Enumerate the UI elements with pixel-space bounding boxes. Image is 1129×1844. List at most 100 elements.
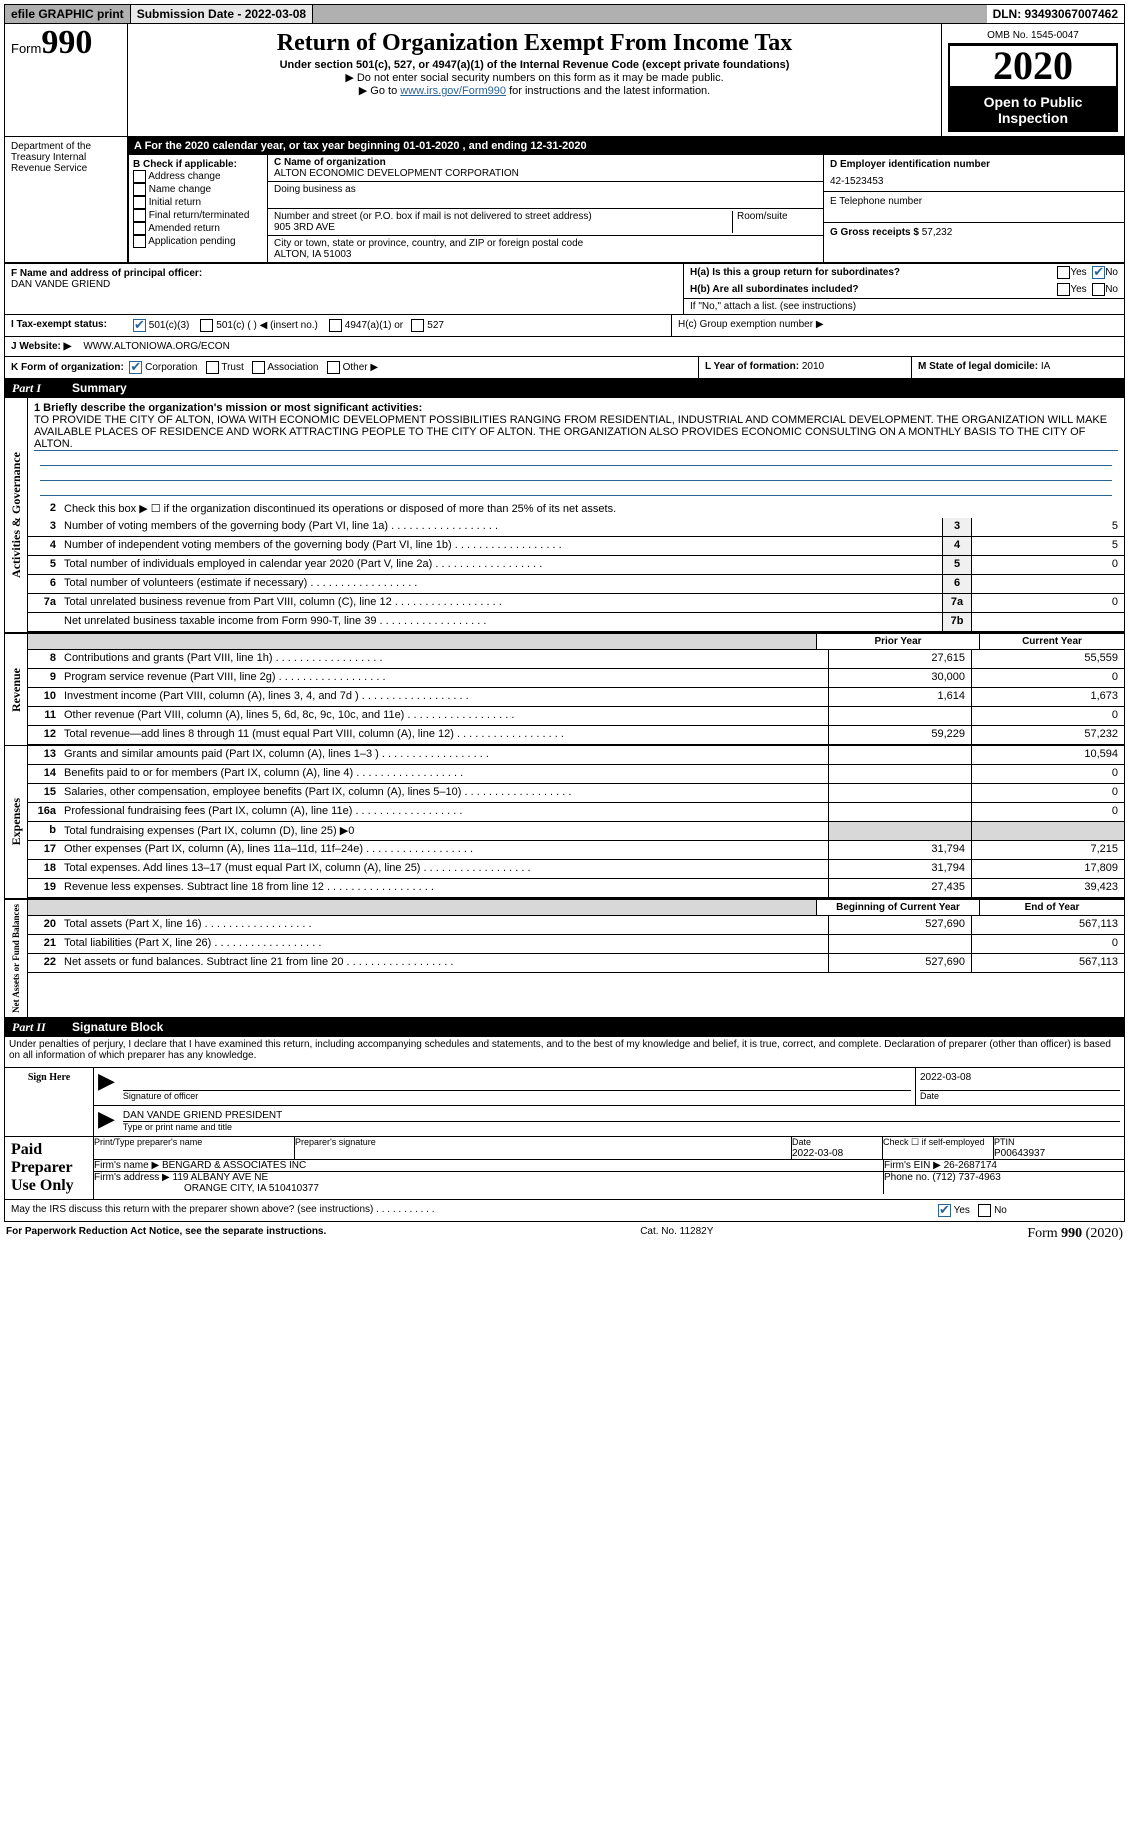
part2-header: Part II Signature Block — [4, 1018, 1125, 1037]
discuss-no: No — [994, 1205, 1007, 1216]
cb-501c3[interactable] — [133, 319, 146, 332]
j-label: J Website: ▶ — [5, 337, 77, 356]
subtitle-1: Under section 501(c), 527, or 4947(a)(1)… — [134, 59, 935, 71]
money-line: 8Contributions and grants (Part VIII, li… — [28, 650, 1124, 669]
tax-year: 2020 — [948, 44, 1118, 88]
k-o1: Corporation — [145, 362, 197, 373]
cb-assoc[interactable] — [252, 361, 265, 374]
i-o3: 4947(a)(1) or — [345, 320, 403, 331]
cb-amended[interactable] — [133, 222, 146, 235]
cb-hb-yes[interactable] — [1057, 283, 1070, 296]
cb-ha-yes[interactable] — [1057, 266, 1070, 279]
arrow-icon: ▶ — [94, 1068, 119, 1105]
gov-line: 5Total number of individuals employed in… — [28, 556, 1124, 575]
gov-line: 3Number of voting members of the governi… — [28, 518, 1124, 537]
dln-label: DLN: 93493067007462 — [987, 5, 1124, 23]
money-line: 9Program service revenue (Part VIII, lin… — [28, 669, 1124, 688]
city-label: City or town, state or province, country… — [274, 238, 817, 249]
cb-other[interactable] — [327, 361, 340, 374]
prior-year-hdr: Prior Year — [816, 634, 979, 649]
cb-name-change[interactable] — [133, 183, 146, 196]
blank-line — [40, 451, 1112, 466]
hb-yes: Yes — [1070, 284, 1086, 295]
cb-527[interactable] — [411, 319, 424, 332]
sign-here: Sign Here — [5, 1068, 94, 1136]
firm-name: BENGARD & ASSOCIATES INC — [162, 1160, 306, 1171]
cb-ha-no[interactable] — [1092, 266, 1105, 279]
money-line: bTotal fundraising expenses (Part IX, co… — [28, 822, 1124, 841]
i-o4: 527 — [427, 320, 444, 331]
mission-label: 1 Briefly describe the organization's mi… — [34, 402, 1118, 414]
type-print-label: Type or print name and title — [123, 1122, 1120, 1132]
title-cell: Return of Organization Exempt From Incom… — [128, 24, 942, 136]
cb-501c[interactable] — [200, 319, 213, 332]
cb-4947[interactable] — [329, 319, 342, 332]
efile-label: efile GRAPHIC print — [5, 5, 131, 23]
k-o2: Trust — [221, 362, 243, 373]
section-revenue: Revenue Prior Year Current Year 8Contrib… — [4, 632, 1125, 745]
b-label: B Check if applicable: — [133, 159, 263, 170]
l-label: L Year of formation: — [705, 361, 799, 372]
prep-date-label: Date — [792, 1137, 811, 1147]
row-j: J Website: ▶ WWW.ALTONIOWA.ORG/ECON — [4, 337, 1125, 357]
side-rev: Revenue — [7, 664, 26, 716]
gross-receipts: 57,232 — [922, 227, 953, 238]
i-o2: 501(c) ( ) ◀ (insert no.) — [216, 320, 318, 331]
ha-label: H(a) Is this a group return for subordin… — [690, 267, 900, 278]
b-item-2: Initial return — [149, 197, 201, 208]
e-label: E Telephone number — [830, 196, 1118, 207]
dba-label: Doing business as — [274, 184, 817, 195]
col-b: B Check if applicable: Address change Na… — [129, 155, 268, 262]
org-city: ALTON, IA 51003 — [274, 249, 817, 260]
cb-application-pending[interactable] — [133, 235, 146, 248]
beg-year-hdr: Beginning of Current Year — [816, 900, 979, 915]
money-line: 13Grants and similar amounts paid (Part … — [28, 746, 1124, 765]
section-governance: Activities & Governance 1 Briefly descri… — [4, 398, 1125, 632]
part1-header: Part I Summary — [4, 379, 1125, 398]
cb-hb-no[interactable] — [1092, 283, 1105, 296]
org-name: ALTON ECONOMIC DEVELOPMENT CORPORATION — [274, 168, 817, 179]
cb-discuss-no[interactable] — [978, 1204, 991, 1217]
side-na: Net Assets or Fund Balances — [9, 900, 23, 1017]
cb-initial-return[interactable] — [133, 196, 146, 209]
hb-no: No — [1105, 284, 1118, 295]
firm-addr-label: Firm's address ▶ — [94, 1172, 170, 1183]
g-label: G Gross receipts $ — [830, 227, 919, 238]
cb-final-return[interactable] — [133, 209, 146, 222]
ein-value: 42-1523453 — [830, 170, 1118, 187]
sub3-pre: ▶ Go to — [359, 85, 400, 97]
form990-link[interactable]: www.irs.gov/Form990 — [400, 85, 506, 97]
side-exp: Expenses — [7, 794, 26, 849]
cb-corp[interactable] — [129, 361, 142, 374]
cb-trust[interactable] — [206, 361, 219, 374]
f-label: F Name and address of principal officer: — [11, 268, 677, 279]
print-name-label: Print/Type preparer's name — [94, 1137, 294, 1147]
ptin-label: PTIN — [994, 1137, 1015, 1147]
gov-line: 2Check this box ▶ ☐ if the organization … — [28, 500, 1124, 518]
l-value: 2010 — [802, 361, 824, 372]
part1-label: Part I — [12, 381, 72, 396]
ptin: P00643937 — [994, 1148, 1045, 1159]
sig-date-label: Date — [920, 1091, 1120, 1101]
cb-discuss-yes[interactable] — [938, 1204, 951, 1217]
col-de: D Employer identification number 42-1523… — [823, 155, 1124, 262]
cb-address-change[interactable] — [133, 170, 146, 183]
money-line: 11Other revenue (Part VIII, column (A), … — [28, 707, 1124, 726]
m-label: M State of legal domicile: — [918, 361, 1038, 372]
k-label: K Form of organization: — [11, 362, 124, 373]
firm-ein: 26-2687174 — [944, 1160, 997, 1171]
org-address: 905 3RD AVE — [274, 222, 732, 233]
i-o1: 501(c)(3) — [149, 320, 190, 331]
submission-date-button[interactable]: Submission Date - 2022-03-08 — [131, 5, 313, 23]
na-col-hdr: Beginning of Current Year End of Year — [28, 900, 1124, 916]
col-f: F Name and address of principal officer:… — [5, 264, 684, 314]
firm-addr: 119 ALBANY AVE NE — [173, 1172, 269, 1183]
hb-note: If "No," attach a list. (see instruction… — [690, 301, 856, 312]
ha-no: No — [1105, 267, 1118, 278]
row-k-l-m: K Form of organization: Corporation Trus… — [4, 357, 1125, 379]
arrow-icon: ▶ — [94, 1106, 119, 1136]
open-to-public: Open to Public Inspection — [948, 88, 1118, 132]
penalties-text: Under penalties of perjury, I declare th… — [4, 1037, 1125, 1067]
block-f-h: F Name and address of principal officer:… — [4, 263, 1125, 315]
sig-officer-label: Signature of officer — [123, 1091, 911, 1101]
